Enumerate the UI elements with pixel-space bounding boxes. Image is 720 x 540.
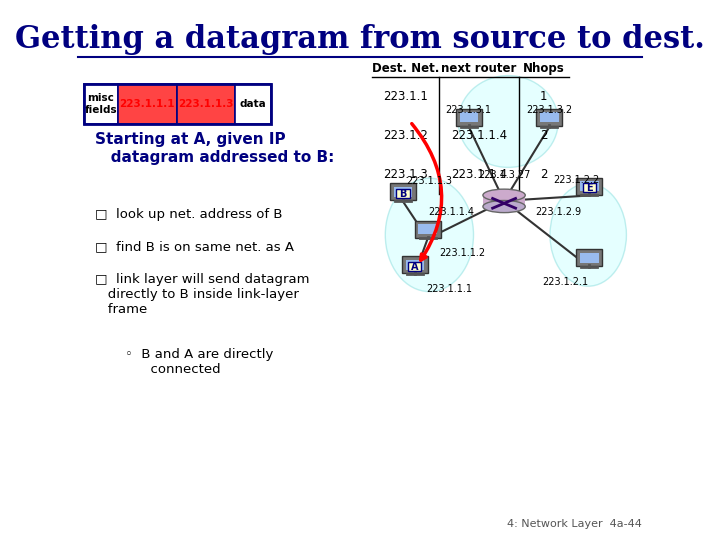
Text: data: data bbox=[240, 99, 266, 109]
FancyBboxPatch shape bbox=[418, 224, 437, 234]
FancyBboxPatch shape bbox=[536, 109, 562, 126]
Ellipse shape bbox=[483, 189, 526, 201]
Text: □  look up net. address of B: □ look up net. address of B bbox=[95, 208, 283, 221]
FancyBboxPatch shape bbox=[459, 112, 478, 123]
FancyBboxPatch shape bbox=[235, 84, 271, 124]
Text: 4: Network Layer  4a-44: 4: Network Layer 4a-44 bbox=[508, 519, 642, 529]
Text: next router: next router bbox=[441, 62, 517, 75]
Text: 223.1.1.1: 223.1.1.1 bbox=[120, 99, 175, 109]
Ellipse shape bbox=[385, 178, 474, 292]
FancyBboxPatch shape bbox=[408, 262, 421, 271]
Text: Getting a datagram from source to dest.: Getting a datagram from source to dest. bbox=[15, 24, 705, 55]
Text: 223.1.1: 223.1.1 bbox=[383, 90, 428, 103]
Text: 223.1.1.2: 223.1.1.2 bbox=[439, 248, 485, 259]
Text: 223.1.2: 223.1.2 bbox=[383, 129, 428, 142]
FancyBboxPatch shape bbox=[396, 190, 410, 198]
Text: 223.1.1.1: 223.1.1.1 bbox=[426, 284, 472, 294]
Ellipse shape bbox=[483, 200, 526, 213]
Text: 223.1.3.1: 223.1.3.1 bbox=[445, 105, 491, 116]
Text: Starting at A, given IP
   datagram addressed to B:: Starting at A, given IP datagram address… bbox=[95, 132, 335, 165]
Text: 223.1.1.4: 223.1.1.4 bbox=[428, 207, 474, 217]
Text: B: B bbox=[400, 188, 407, 199]
FancyBboxPatch shape bbox=[405, 260, 424, 270]
Text: 223.1.3.2: 223.1.3.2 bbox=[526, 105, 572, 116]
Text: □  link layer will send datagram
   directly to B inside link-layer
   frame: □ link layer will send datagram directly… bbox=[95, 273, 310, 316]
Text: E: E bbox=[586, 183, 593, 193]
Text: 223.1.2.1: 223.1.2.1 bbox=[542, 277, 588, 287]
FancyBboxPatch shape bbox=[117, 84, 176, 124]
FancyBboxPatch shape bbox=[394, 187, 412, 197]
FancyBboxPatch shape bbox=[577, 249, 603, 266]
FancyBboxPatch shape bbox=[577, 178, 603, 194]
Ellipse shape bbox=[458, 76, 558, 167]
Text: misc
fields: misc fields bbox=[84, 93, 117, 115]
Text: 1: 1 bbox=[540, 90, 547, 103]
Text: 223.1.2.9: 223.1.2.9 bbox=[535, 207, 581, 217]
FancyBboxPatch shape bbox=[580, 181, 598, 191]
Text: Dest. Net.: Dest. Net. bbox=[372, 62, 439, 75]
FancyBboxPatch shape bbox=[390, 184, 416, 200]
Text: 2: 2 bbox=[540, 168, 547, 181]
Text: 223.1.1.4: 223.1.1.4 bbox=[451, 129, 507, 142]
Bar bbox=[483, 195, 526, 206]
Text: 223.1.1.3: 223.1.1.3 bbox=[406, 176, 452, 186]
Text: ◦  B and A are directly
      connected: ◦ B and A are directly connected bbox=[125, 348, 273, 376]
Text: 223.1.1.3: 223.1.1.3 bbox=[178, 99, 234, 109]
FancyBboxPatch shape bbox=[415, 221, 441, 238]
FancyBboxPatch shape bbox=[402, 256, 428, 273]
FancyBboxPatch shape bbox=[176, 84, 235, 124]
Text: □  find B is on same net. as A: □ find B is on same net. as A bbox=[95, 240, 294, 253]
Ellipse shape bbox=[550, 184, 626, 286]
Text: 223.1.3.27: 223.1.3.27 bbox=[478, 171, 530, 180]
FancyBboxPatch shape bbox=[456, 109, 482, 126]
Text: A: A bbox=[411, 261, 418, 272]
FancyBboxPatch shape bbox=[580, 253, 598, 263]
Text: Nhops: Nhops bbox=[523, 62, 564, 75]
FancyBboxPatch shape bbox=[540, 112, 559, 123]
Text: 2: 2 bbox=[540, 129, 547, 142]
Text: 223.1.2.2: 223.1.2.2 bbox=[553, 175, 599, 185]
FancyBboxPatch shape bbox=[582, 184, 596, 192]
Text: 223.1.1.4: 223.1.1.4 bbox=[451, 168, 507, 181]
FancyBboxPatch shape bbox=[84, 84, 117, 124]
Text: 223.1.3: 223.1.3 bbox=[383, 168, 428, 181]
